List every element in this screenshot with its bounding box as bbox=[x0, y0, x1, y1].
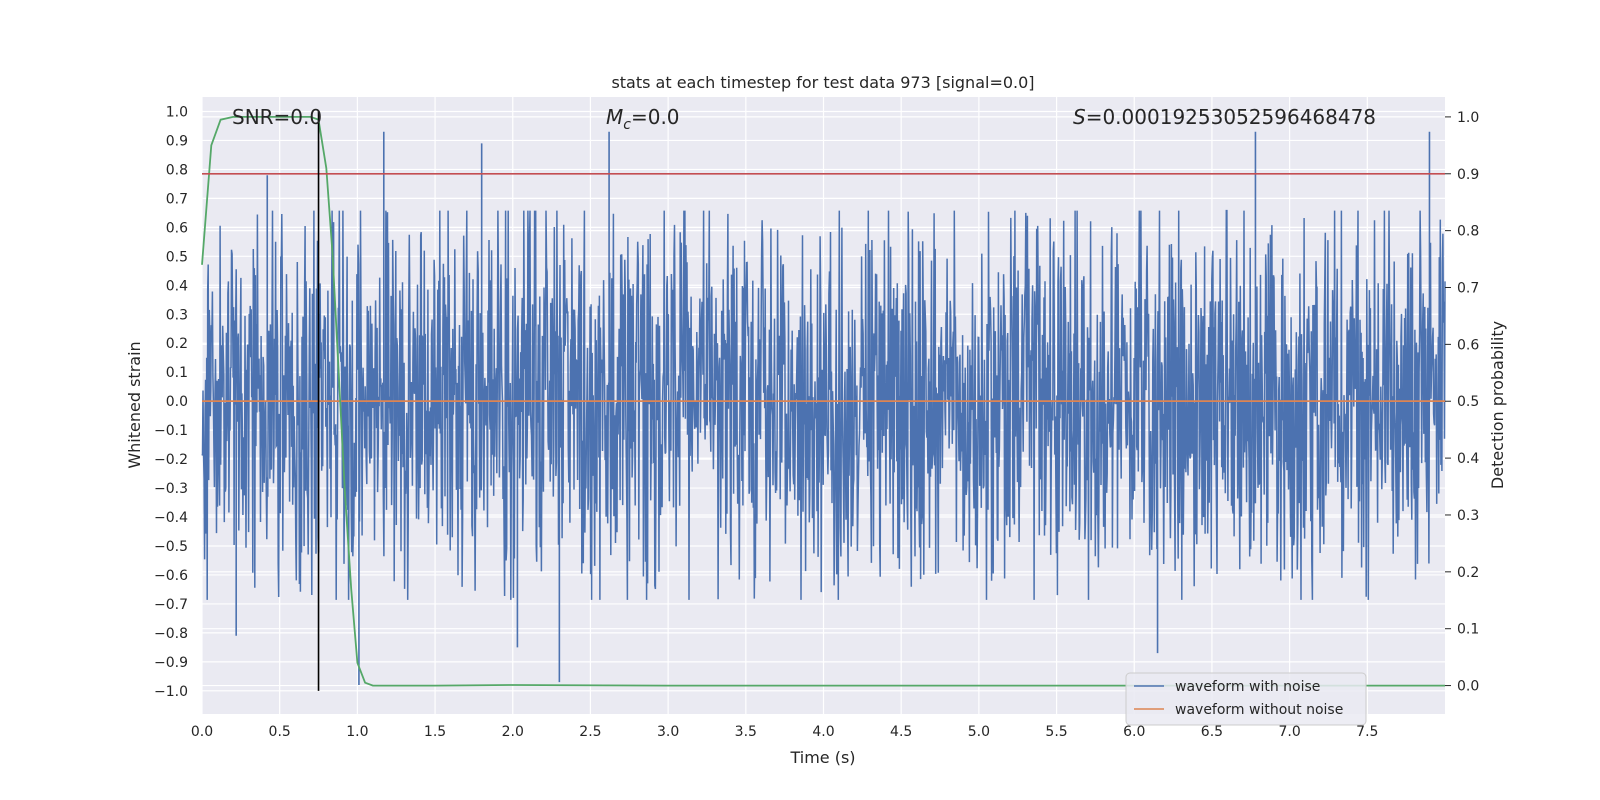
y-left-tick-label: 0.9 bbox=[166, 133, 188, 149]
y-right-tick-label: 0.4 bbox=[1457, 451, 1479, 467]
s-statistic-value: =0.00019253052596468478 bbox=[1086, 105, 1376, 129]
y-axis-right-ticks: 1.0 0.9 0.8 0.7 0.6 0.5 0.4 0.3 0.2 0.1 0.0 bbox=[1445, 110, 1479, 695]
x-tick-label: 6.0 bbox=[1123, 724, 1145, 740]
chirp-mass-symbol: M bbox=[606, 105, 623, 129]
chirp-mass-subscript: c bbox=[623, 117, 631, 133]
legend-box bbox=[1125, 672, 1367, 726]
y-left-tick-label: −0.3 bbox=[154, 481, 188, 497]
s-statistic-symbol: S bbox=[1073, 105, 1086, 129]
y-left-tick-label: 0.4 bbox=[166, 278, 188, 294]
x-tick-label: 5.5 bbox=[1045, 724, 1067, 740]
x-tick-label: 6.5 bbox=[1201, 724, 1223, 740]
legend: waveform with noise waveform without noi… bbox=[1125, 672, 1367, 726]
chirp-mass-value: =0.0 bbox=[631, 105, 680, 129]
x-tick-label: 2.0 bbox=[502, 724, 524, 740]
x-axis-label: Time (s) bbox=[789, 748, 855, 767]
y-left-tick-label: −0.5 bbox=[154, 539, 188, 555]
x-tick-label: 0.0 bbox=[191, 724, 213, 740]
y-left-tick-label: −0.8 bbox=[154, 626, 188, 642]
chirp-mass-annotation: Mc=0.0 bbox=[606, 105, 680, 133]
noise-waveform-line bbox=[201, 209, 1446, 600]
y-left-tick-label: −1.0 bbox=[154, 684, 188, 700]
y-left-tick-label: −0.4 bbox=[154, 510, 188, 526]
y-left-tick-label: 0.8 bbox=[166, 162, 188, 178]
y-right-tick-label: 1.0 bbox=[1457, 110, 1479, 126]
y-left-tick-label: 1.0 bbox=[166, 104, 188, 120]
x-tick-label: 1.0 bbox=[346, 724, 368, 740]
y-left-tick-label: −0.6 bbox=[154, 568, 188, 584]
y-left-tick-label: 0.7 bbox=[166, 191, 188, 207]
series-detection-probability bbox=[201, 116, 1445, 687]
x-tick-label: 1.5 bbox=[424, 724, 446, 740]
probability-line bbox=[201, 116, 1445, 687]
x-tick-label: 7.5 bbox=[1356, 724, 1378, 740]
x-tick-label: 2.5 bbox=[579, 724, 601, 740]
y-left-tick-label: 0.0 bbox=[166, 394, 188, 410]
y-left-tick-label: 0.5 bbox=[166, 249, 188, 265]
x-tick-label: 4.0 bbox=[812, 724, 834, 740]
y-left-tick-label: 0.6 bbox=[166, 220, 188, 236]
y-right-tick-label: 0.1 bbox=[1457, 622, 1479, 638]
y-axis-right-label: Detection probability bbox=[1488, 321, 1507, 489]
y-axis-left-ticks: 1.0 0.9 0.8 0.7 0.6 0.5 0.4 0.3 0.2 0.1 0.0 −0.1 −0.… bbox=[154, 104, 188, 699]
y-right-tick-label: 0.2 bbox=[1457, 565, 1479, 581]
reference-lines bbox=[202, 111, 1445, 691]
y-left-tick-label: −0.7 bbox=[154, 597, 188, 613]
y-left-tick-label: −0.9 bbox=[154, 655, 188, 671]
y-right-tick-label: 0.0 bbox=[1457, 679, 1479, 695]
y-right-tick-label: 0.9 bbox=[1457, 167, 1479, 183]
chart-title: stats at each timestep for test data 973… bbox=[611, 73, 1034, 92]
x-tick-label: 0.5 bbox=[269, 724, 291, 740]
y-axis-left-label: Whitened strain bbox=[125, 341, 144, 468]
x-tick-label: 4.5 bbox=[890, 724, 912, 740]
y-left-tick-label: 0.1 bbox=[166, 365, 188, 381]
y-left-tick-label: 0.3 bbox=[166, 307, 188, 323]
legend-label-noise: waveform with noise bbox=[1175, 679, 1320, 695]
x-tick-label: 3.5 bbox=[735, 724, 757, 740]
series-waveform-with-noise bbox=[201, 131, 1446, 686]
y-right-tick-label: 0.3 bbox=[1457, 508, 1479, 524]
x-tick-label: 7.0 bbox=[1278, 724, 1300, 740]
x-axis-ticks: 0.0 0.5 1.0 1.5 2.0 2.5 3.0 3.5 4.0 4.5 5.0 5.5 6.0 6… bbox=[191, 724, 1379, 740]
y-left-tick-label: −0.1 bbox=[154, 423, 188, 439]
y-left-tick-label: 0.2 bbox=[166, 336, 188, 352]
snr-annotation: SNR=0.0 bbox=[232, 105, 322, 129]
s-statistic-annotation: S=0.00019253052596468478 bbox=[1073, 105, 1376, 129]
x-tick-label: 3.0 bbox=[657, 724, 679, 740]
y-right-tick-label: 0.5 bbox=[1457, 394, 1479, 410]
y-right-tick-label: 0.6 bbox=[1457, 337, 1479, 353]
y-right-tick-label: 0.8 bbox=[1457, 224, 1479, 240]
y-right-tick-label: 0.7 bbox=[1457, 281, 1479, 297]
legend-label-clean: waveform without noise bbox=[1175, 702, 1343, 718]
y-left-tick-label: −0.2 bbox=[154, 452, 188, 468]
x-tick-label: 5.0 bbox=[968, 724, 990, 740]
